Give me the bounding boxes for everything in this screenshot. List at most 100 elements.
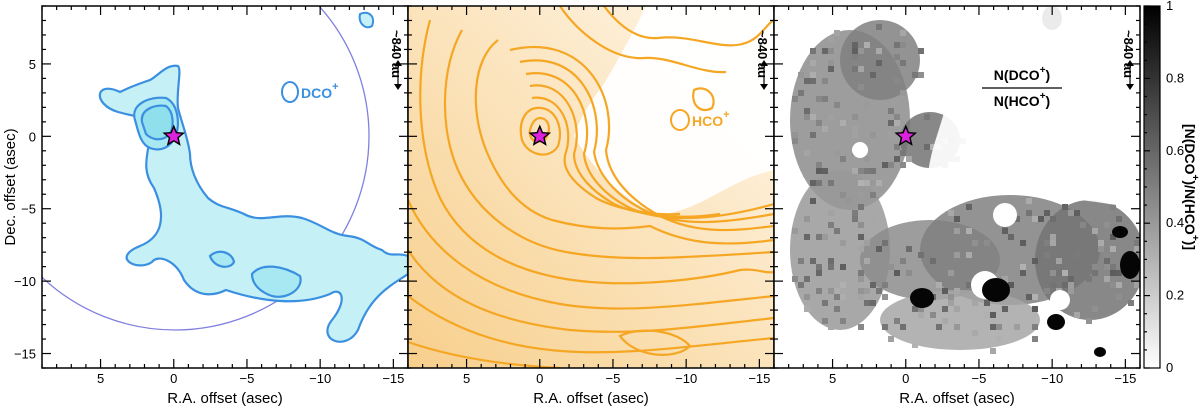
heatmap-pixel [834, 288, 840, 294]
heatmap-pixel [918, 48, 924, 54]
heatmap-pixel [810, 60, 816, 66]
heatmap-pixel [894, 54, 900, 60]
heatmap-pixel [876, 246, 882, 252]
heatmap-pixel [870, 216, 876, 222]
hco-contour-7 [509, 46, 774, 232]
heatmap-peak [1094, 347, 1106, 357]
heatmap-pixel [1092, 228, 1098, 234]
heatmap-pixel [894, 156, 900, 162]
heatmap-pixel [852, 66, 858, 72]
heatmap-pixel [810, 180, 816, 186]
heatmap-pixel [1032, 258, 1038, 264]
y-tick-label: −5 [21, 202, 36, 217]
heatmap-pixel [996, 336, 1002, 342]
heatmap-pixel [822, 234, 828, 240]
heatmap-pixel [864, 102, 870, 108]
colorbar-ticks: 0 0.2 0.4 0.6 0.8 1 [1144, 0, 1184, 375]
x-tick-label: 0 [902, 371, 909, 386]
heatmap-pixel [1002, 276, 1008, 282]
heatmap-pixel [822, 318, 828, 324]
ratio-den-sup: + [1040, 91, 1046, 102]
cb-tick-label: 0.8 [1166, 70, 1184, 85]
heatmap-pixel [858, 84, 864, 90]
ratio-denominator: N(HCO [994, 93, 1040, 109]
heatmap-pixel [828, 60, 834, 66]
heatmap-pixel [894, 114, 900, 120]
x-tick-label: −15 [748, 371, 770, 386]
heatmap-pixel [1008, 282, 1014, 288]
heatmap-pixel [876, 288, 882, 294]
heatmap-pixel [1044, 240, 1050, 246]
dco-contour-blob [208, 250, 236, 268]
heatmap-pixel [1062, 270, 1068, 276]
heatmap-pixel [1068, 288, 1074, 294]
heatmap-pixel [990, 312, 996, 318]
heatmap-pixel [840, 240, 846, 246]
dco-line-label: DCO+ [281, 81, 339, 103]
heatmap-pixel [1110, 234, 1116, 240]
heatmap-pixel [852, 42, 858, 48]
heatmap-pixel [894, 144, 900, 150]
heatmap-pixel [816, 288, 822, 294]
heatmap-pixel [1092, 270, 1098, 276]
heatmap-pixel [840, 318, 846, 324]
heatmap-pixel [948, 294, 954, 300]
heatmap-pixel [1068, 294, 1074, 300]
heatmap-pixel [1104, 252, 1110, 258]
heatmap-pixel [942, 288, 948, 294]
heatmap-pixel [1014, 216, 1020, 222]
ratio-axes: 5 0 −5 −10 −15 [773, 5, 1141, 386]
heatmap-pixel [828, 210, 834, 216]
heatmap-pixel [1074, 312, 1080, 318]
heatmap-pixel [828, 48, 834, 54]
x-tick-label: 5 [463, 371, 470, 386]
svg-text:N(HCO+): N(HCO+) [994, 91, 1050, 109]
heatmap-pixel [852, 168, 858, 174]
heatmap-pixel [1044, 288, 1050, 294]
heatmap-pixel [954, 228, 960, 234]
heatmap-pixel [1104, 258, 1110, 264]
heatmap-pixel [816, 120, 822, 126]
heatmap-pixel [828, 114, 834, 120]
heatmap-pixel [900, 60, 906, 66]
heatmap-pixel [1008, 234, 1014, 240]
heatmap-pixel [894, 318, 900, 324]
cb-tick-label: 0.6 [1166, 143, 1184, 158]
heatmap-pixel [942, 306, 948, 312]
heatmap-pixel [840, 294, 846, 300]
heatmap-pixel [804, 294, 810, 300]
heatmap-pixel [900, 324, 906, 330]
heatmap-pixel [882, 240, 888, 246]
heatmap-pixel [864, 42, 870, 48]
heatmap-pixel [954, 288, 960, 294]
heatmap-pixel [1002, 228, 1008, 234]
dco-contour-inner [140, 104, 174, 141]
hco-xlabel: R.A. offset (asec) [533, 390, 649, 407]
heatmap-pixel [906, 246, 912, 252]
heatmap-pixel [852, 210, 858, 216]
heatmap-pixel [1056, 258, 1062, 264]
heatmap-pixel [858, 234, 864, 240]
heatmap-pixel [864, 240, 870, 246]
heatmap-pixel [1056, 270, 1062, 276]
heatmap-pixel [858, 294, 864, 300]
heatmap-pixel [936, 282, 942, 288]
x-tick-label: 0 [170, 371, 177, 386]
heatmap-pixel [822, 300, 828, 306]
heatmap-pixel [870, 300, 876, 306]
heatmap-pixel [1074, 252, 1080, 258]
heatmap-pixel [822, 126, 828, 132]
heatmap-pixel [900, 258, 906, 264]
dco-ylabel: Dec. offset (asec) [2, 128, 19, 245]
heatmap-pixel [1050, 282, 1056, 288]
heatmap-pixel [900, 150, 906, 156]
heatmap-pixel [798, 258, 804, 264]
panel-dco: DCO+ ~840 au 5 0 −5 −10 −15 5 0 −5 −10 −15 R.A. o… [2, 5, 409, 407]
heatmap-pixel [948, 210, 954, 216]
heatmap-pixel [840, 282, 846, 288]
heatmap-pixel [810, 72, 816, 78]
heatmap-pixel [1032, 294, 1038, 300]
heatmap-pixel [792, 228, 798, 234]
heatmap-pixel [822, 48, 828, 54]
heatmap-pixel [852, 132, 858, 138]
